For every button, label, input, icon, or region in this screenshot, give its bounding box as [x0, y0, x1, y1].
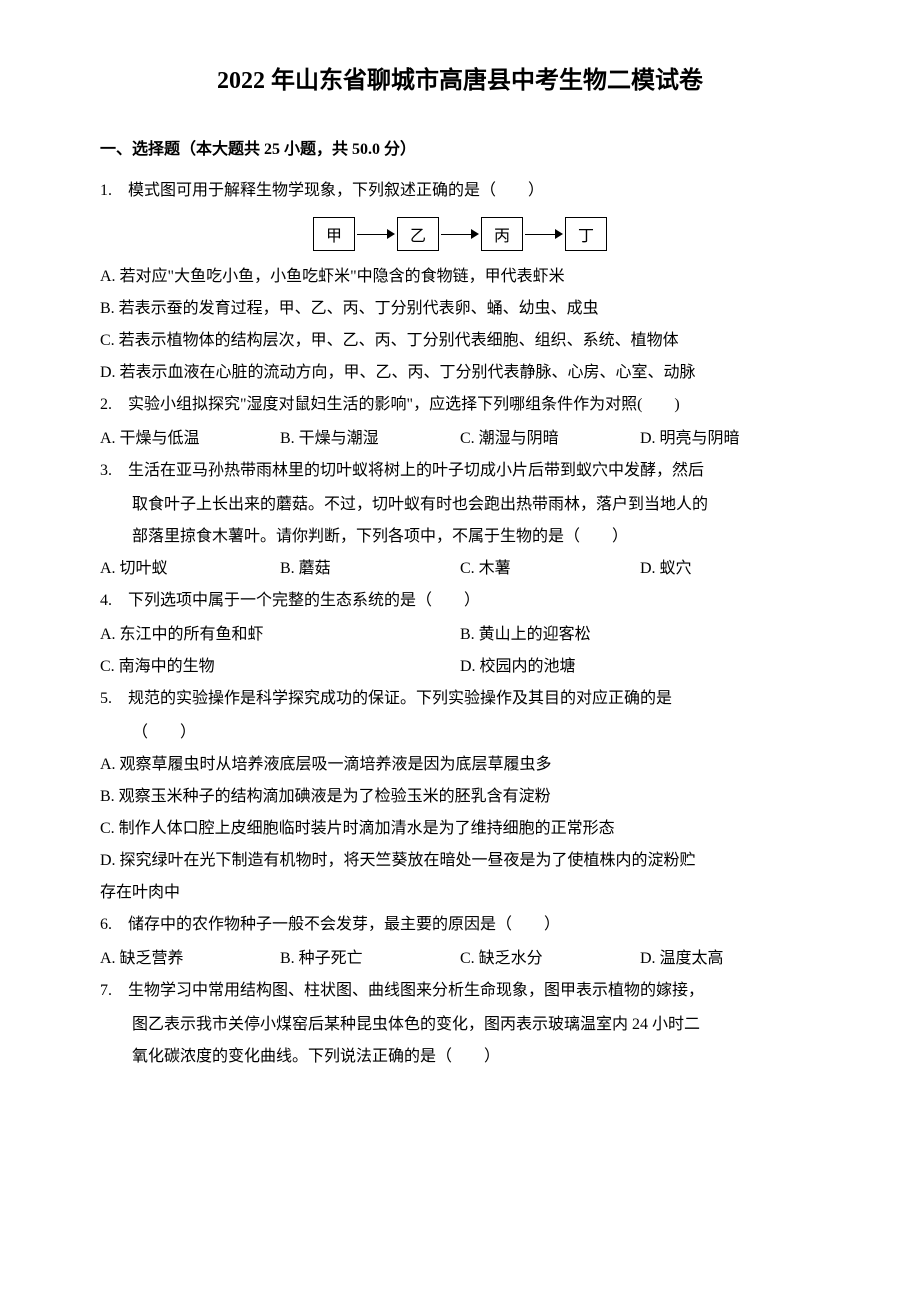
choice-c: C. 若表示植物体的结构层次，甲、乙、丙、丁分别代表细胞、组织、系统、植物体	[100, 325, 820, 357]
question-5: 5. 规范的实验操作是科学探究成功的保证。下列实验操作及其目的对应正确的是	[100, 683, 820, 715]
choice-row: D. 探究绿叶在光下制造有机物时，将天竺葵放在暗处一昼夜是为了使植株内的淀粉贮	[100, 845, 820, 877]
choice-row: B. 观察玉米种子的结构滴加碘液是为了检验玉米的胚乳含有淀粉	[100, 781, 820, 813]
question-7: 7. 生物学习中常用结构图、柱状图、曲线图来分析生命现象，图甲表示植物的嫁接，	[100, 975, 820, 1007]
arrow-icon	[441, 225, 479, 243]
q-num: 2.	[100, 396, 112, 413]
q-num: 6.	[100, 916, 112, 933]
choice-c: C. 潮湿与阴暗	[460, 423, 640, 455]
choice-b: B. 干燥与潮湿	[280, 423, 460, 455]
choice-a: A. 缺乏营养	[100, 943, 280, 975]
choice-row: A. 东江中的所有鱼和虾 B. 黄山上的迎客松	[100, 619, 820, 651]
q-num: 5.	[100, 690, 112, 707]
exam-page: 2022 年山东省聊城市高唐县中考生物二模试卷 一、选择题（本大题共 25 小题…	[0, 0, 920, 1133]
choice-row: A. 观察草履虫时从培养液底层吸一滴培养液是因为底层草履虫多	[100, 749, 820, 781]
choice-row: D. 若表示血液在心脏的流动方向，甲、乙、丙、丁分别代表静脉、心房、心室、动脉	[100, 357, 820, 389]
choice-a: A. 干燥与低温	[100, 423, 280, 455]
choice-d-cont: 存在叶肉中	[100, 877, 820, 909]
choice-b: B. 观察玉米种子的结构滴加碘液是为了检验玉米的胚乳含有淀粉	[100, 781, 820, 813]
choice-c: C. 缺乏水分	[460, 943, 640, 975]
q-text: 生活在亚马孙热带雨林里的切叶蚁将树上的叶子切成小片后带到蚁穴中发酵，然后	[128, 462, 704, 479]
choice-row: A. 若对应"大鱼吃小鱼，小鱼吃虾米"中隐含的食物链，甲代表虾米	[100, 261, 820, 293]
choice-b: B. 黄山上的迎客松	[460, 619, 820, 651]
choice-row: C. 南海中的生物 D. 校园内的池塘	[100, 651, 820, 683]
choice-a: A. 观察草履虫时从培养液底层吸一滴培养液是因为底层草履虫多	[100, 749, 820, 781]
choice-row: A. 缺乏营养 B. 种子死亡 C. 缺乏水分 D. 温度太高	[100, 943, 820, 975]
choice-row: C. 若表示植物体的结构层次，甲、乙、丙、丁分别代表细胞、组织、系统、植物体	[100, 325, 820, 357]
q-continue: （ ）	[100, 717, 820, 749]
diagram-box: 丙	[481, 217, 523, 251]
q-continue: 部落里掠食木薯叶。请你判断，下列各项中，不属于生物的是（ ）	[100, 521, 820, 553]
question-1: 1. 模式图可用于解释生物学现象，下列叙述正确的是（ ）	[100, 175, 820, 207]
q-text: 规范的实验操作是科学探究成功的保证。下列实验操作及其目的对应正确的是	[128, 690, 672, 707]
choice-d: D. 蚁穴	[640, 553, 820, 585]
q-text: 模式图可用于解释生物学现象，下列叙述正确的是（ ）	[128, 182, 544, 199]
choice-row: B. 若表示蚕的发育过程，甲、乙、丙、丁分别代表卵、蛹、幼虫、成虫	[100, 293, 820, 325]
diagram-box: 甲	[313, 217, 355, 251]
question-2: 2. 实验小组拟探究"湿度对鼠妇生活的影响"，应选择下列哪组条件作为对照( )	[100, 389, 820, 421]
choice-a: A. 切叶蚁	[100, 553, 280, 585]
choice-c: C. 制作人体口腔上皮细胞临时装片时滴加清水是为了维持细胞的正常形态	[100, 813, 820, 845]
choice-d: D. 若表示血液在心脏的流动方向，甲、乙、丙、丁分别代表静脉、心房、心室、动脉	[100, 357, 820, 389]
choice-row: A. 切叶蚁 B. 蘑菇 C. 木薯 D. 蚁穴	[100, 553, 820, 585]
choice-b: B. 若表示蚕的发育过程，甲、乙、丙、丁分别代表卵、蛹、幼虫、成虫	[100, 293, 820, 325]
flow-diagram: 甲 乙 丙 丁	[100, 217, 820, 251]
question-6: 6. 储存中的农作物种子一般不会发芽，最主要的原因是（ ）	[100, 909, 820, 941]
choice-row: C. 制作人体口腔上皮细胞临时装片时滴加清水是为了维持细胞的正常形态	[100, 813, 820, 845]
q-continue: 氧化碳浓度的变化曲线。下列说法正确的是（ ）	[100, 1041, 820, 1073]
diagram-box: 乙	[397, 217, 439, 251]
q-continue: 取食叶子上长出来的蘑菇。不过，切叶蚁有时也会跑出热带雨林，落户到当地人的	[100, 489, 820, 521]
diagram-box: 丁	[565, 217, 607, 251]
question-3: 3. 生活在亚马孙热带雨林里的切叶蚁将树上的叶子切成小片后带到蚁穴中发酵，然后	[100, 455, 820, 487]
section-header: 一、选择题（本大题共 25 小题，共 50.0 分）	[100, 135, 820, 159]
question-4: 4. 下列选项中属于一个完整的生态系统的是（ ）	[100, 585, 820, 617]
choice-d: D. 探究绿叶在光下制造有机物时，将天竺葵放在暗处一昼夜是为了使植株内的淀粉贮	[100, 845, 820, 877]
choice-b: B. 种子死亡	[280, 943, 460, 975]
choice-c: C. 木薯	[460, 553, 640, 585]
choice-row: 存在叶肉中	[100, 877, 820, 909]
choice-c: C. 南海中的生物	[100, 651, 460, 683]
choice-d: D. 校园内的池塘	[460, 651, 820, 683]
q-continue: 图乙表示我市关停小煤窑后某种昆虫体色的变化，图丙表示玻璃温室内 24 小时二	[100, 1009, 820, 1041]
page-title: 2022 年山东省聊城市高唐县中考生物二模试卷	[100, 60, 820, 95]
q-num: 3.	[100, 462, 112, 479]
arrow-icon	[525, 225, 563, 243]
q-text: 储存中的农作物种子一般不会发芽，最主要的原因是（ ）	[128, 916, 560, 933]
q-num: 4.	[100, 592, 112, 609]
choice-a: A. 东江中的所有鱼和虾	[100, 619, 460, 651]
choice-row: A. 干燥与低温 B. 干燥与潮湿 C. 潮湿与阴暗 D. 明亮与阴暗	[100, 423, 820, 455]
choice-d: D. 温度太高	[640, 943, 820, 975]
q-num: 1.	[100, 182, 112, 199]
choice-d: D. 明亮与阴暗	[640, 423, 820, 455]
q-num: 7.	[100, 982, 112, 999]
choice-b: B. 蘑菇	[280, 553, 460, 585]
choice-a: A. 若对应"大鱼吃小鱼，小鱼吃虾米"中隐含的食物链，甲代表虾米	[100, 261, 820, 293]
q-text: 生物学习中常用结构图、柱状图、曲线图来分析生命现象，图甲表示植物的嫁接，	[128, 982, 704, 999]
arrow-icon	[357, 225, 395, 243]
q-text: 下列选项中属于一个完整的生态系统的是（ ）	[128, 592, 480, 609]
q-text: 实验小组拟探究"湿度对鼠妇生活的影响"，应选择下列哪组条件作为对照( )	[128, 396, 680, 413]
